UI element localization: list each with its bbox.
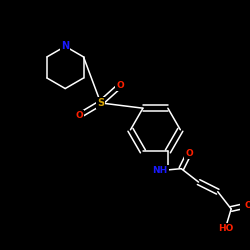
- Text: NH: NH: [152, 166, 168, 175]
- Text: O: O: [76, 111, 84, 120]
- Text: S: S: [97, 98, 104, 108]
- Text: HO: HO: [218, 224, 233, 233]
- Text: O: O: [185, 149, 193, 158]
- Text: O: O: [244, 200, 250, 209]
- Text: O: O: [116, 81, 124, 90]
- Text: N: N: [61, 41, 69, 51]
